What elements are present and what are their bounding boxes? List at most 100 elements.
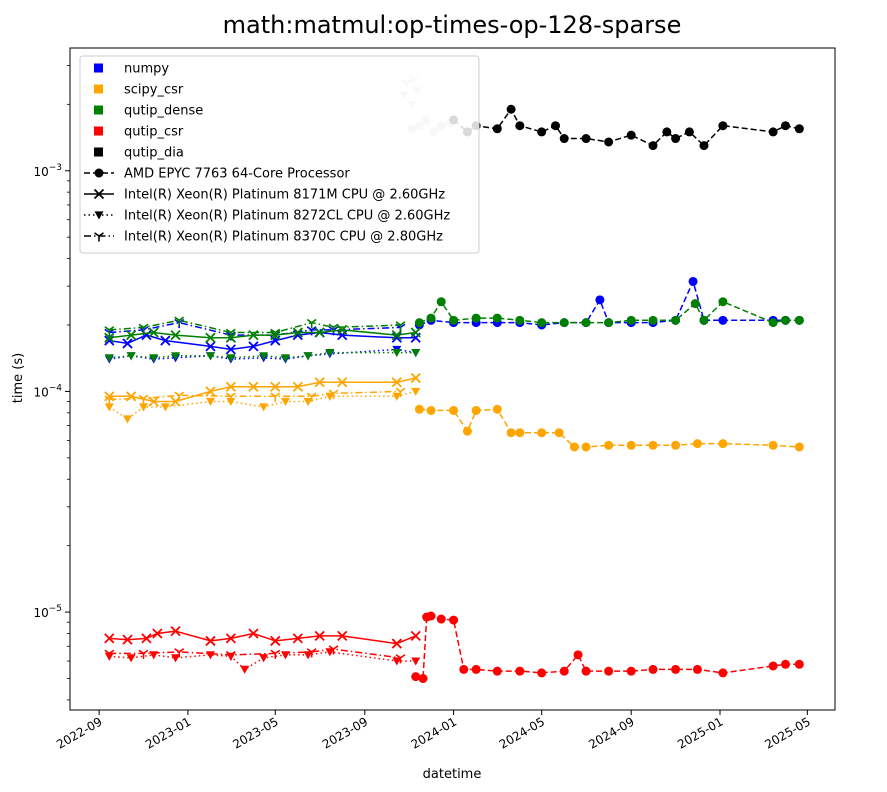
legend-swatch bbox=[94, 147, 103, 157]
data-point bbox=[225, 392, 236, 402]
data-point bbox=[138, 323, 149, 333]
series-qutip_dense-11 bbox=[414, 297, 804, 328]
data-point bbox=[449, 405, 459, 415]
legend-swatch bbox=[94, 84, 103, 94]
data-point bbox=[692, 664, 702, 674]
data-point bbox=[626, 666, 636, 676]
y-tick-label: 10−4 bbox=[33, 383, 62, 399]
data-point bbox=[240, 665, 250, 674]
legend-marker bbox=[94, 168, 104, 178]
data-point bbox=[259, 352, 269, 361]
series-qutip_csr-12 bbox=[104, 625, 421, 649]
data-point bbox=[122, 338, 133, 349]
data-point bbox=[449, 315, 459, 325]
data-point bbox=[270, 649, 281, 659]
data-point bbox=[410, 372, 421, 384]
data-point bbox=[306, 648, 317, 658]
data-point bbox=[395, 387, 406, 397]
data-point bbox=[768, 127, 778, 137]
data-point bbox=[648, 141, 658, 151]
data-point bbox=[226, 397, 236, 407]
data-point bbox=[718, 439, 728, 449]
data-point bbox=[122, 634, 133, 645]
data-point bbox=[559, 134, 569, 144]
legend: numpy scipy_csr qutip_dense qutip_csr qutip_… bbox=[79, 55, 480, 254]
data-point bbox=[718, 315, 728, 325]
data-point bbox=[205, 397, 215, 407]
series-line bbox=[109, 648, 401, 659]
data-point bbox=[141, 633, 152, 644]
data-point bbox=[170, 625, 181, 637]
data-point bbox=[306, 392, 317, 402]
data-point bbox=[280, 354, 290, 363]
series-line bbox=[109, 630, 416, 645]
data-point bbox=[259, 403, 269, 412]
data-point bbox=[139, 403, 149, 412]
data-point bbox=[573, 650, 583, 660]
data-point bbox=[794, 315, 804, 325]
data-point bbox=[395, 654, 406, 664]
data-point bbox=[126, 352, 136, 361]
data-point bbox=[160, 335, 171, 346]
data-point bbox=[225, 651, 236, 661]
data-point bbox=[688, 276, 698, 286]
data-point bbox=[126, 329, 137, 341]
data-point bbox=[306, 318, 317, 329]
data-point bbox=[392, 392, 402, 401]
data-point bbox=[436, 297, 446, 307]
data-point bbox=[684, 127, 694, 137]
x-tick-label: 2022-09 bbox=[54, 714, 104, 751]
data-point bbox=[418, 674, 428, 684]
data-point bbox=[604, 318, 614, 328]
legend-entry-scipy_csr: scipy_csr bbox=[94, 83, 184, 98]
data-point bbox=[492, 124, 502, 134]
legend-label: scipy_csr bbox=[124, 83, 184, 98]
series-scipy_csr-5 bbox=[104, 387, 421, 424]
legend-entry-cpu: AMD EPYC 7763 64-Core Processor bbox=[84, 167, 350, 182]
data-point bbox=[411, 672, 421, 682]
data-point bbox=[411, 348, 421, 358]
y-axis-label: time (s) bbox=[11, 353, 26, 403]
data-point bbox=[270, 635, 281, 647]
x-tick-label: 2023-01 bbox=[143, 714, 193, 751]
data-point bbox=[410, 327, 421, 338]
data-point bbox=[559, 318, 569, 328]
data-point bbox=[718, 297, 728, 307]
data-point bbox=[671, 664, 681, 674]
data-point bbox=[123, 415, 133, 424]
series-line bbox=[109, 351, 416, 359]
plot-frame bbox=[69, 47, 836, 711]
series-qutip_dense-10 bbox=[104, 316, 406, 338]
data-point bbox=[138, 649, 149, 659]
series-line bbox=[109, 319, 401, 334]
legend-entry-cpu: Intel(R) Xeon(R) Platinum 8171M CPU @ 2.… bbox=[84, 188, 445, 203]
data-point bbox=[506, 428, 516, 438]
data-point bbox=[104, 326, 115, 336]
series-qutip_dense-8 bbox=[104, 324, 421, 343]
data-point bbox=[303, 352, 313, 361]
data-point bbox=[149, 354, 159, 363]
legend-swatch bbox=[94, 105, 103, 115]
data-point bbox=[492, 404, 502, 414]
data-point bbox=[471, 664, 481, 674]
data-point bbox=[604, 137, 614, 147]
data-point bbox=[205, 386, 216, 397]
data-point bbox=[768, 661, 778, 671]
legend-label: numpy bbox=[124, 62, 169, 77]
data-point bbox=[414, 404, 424, 414]
data-point bbox=[626, 130, 636, 140]
data-point bbox=[337, 630, 348, 642]
data-point bbox=[492, 313, 502, 323]
data-point bbox=[225, 328, 236, 338]
data-point bbox=[325, 348, 335, 358]
data-point bbox=[392, 348, 402, 358]
data-point bbox=[392, 657, 402, 666]
data-point bbox=[506, 104, 516, 114]
data-point bbox=[104, 649, 115, 659]
data-point bbox=[205, 352, 215, 361]
data-point bbox=[391, 329, 402, 341]
data-point bbox=[768, 318, 778, 328]
data-point bbox=[259, 654, 269, 663]
data-point bbox=[248, 341, 259, 352]
legend-label: Intel(R) Xeon(R) Platinum 8171M CPU @ 2.… bbox=[124, 188, 445, 203]
